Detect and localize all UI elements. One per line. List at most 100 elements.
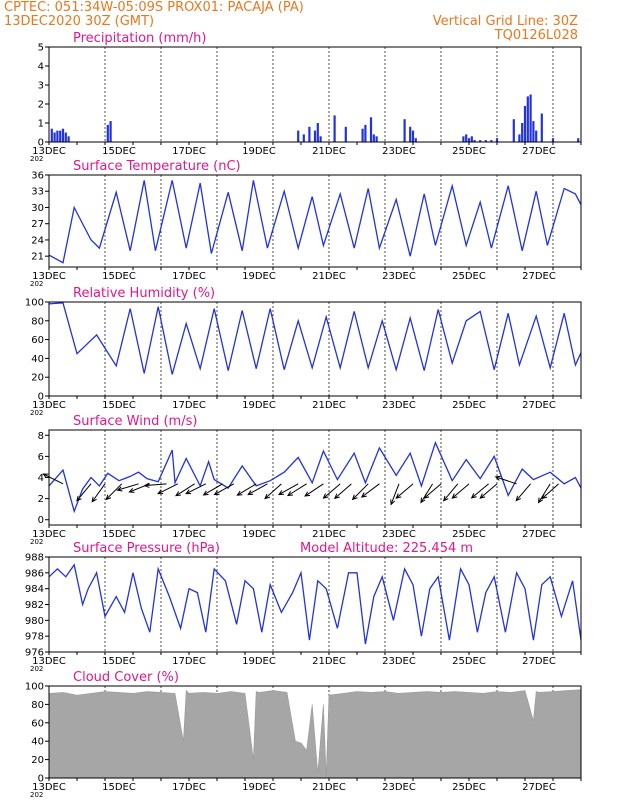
wind-arrow [395,483,414,499]
x-tick-label: 15DEC [102,656,136,667]
y-tick-label: 100 [25,682,44,693]
wind-arrow-head [76,495,82,502]
precip-bar [467,138,471,142]
temperature-line [48,180,582,264]
x-tick-label: 13DEC [32,782,66,793]
y-tick-label: 988 [25,553,44,564]
y-tick-label: 984 [25,584,44,595]
x-tick-label: 23DEC [382,782,416,793]
x-tick-label: 19DEC [242,529,276,540]
x-tick-label: 17DEC [172,400,206,411]
wind-arrow-head [494,475,501,481]
temperature-panel: 21 24 27 30 33 36 13DEC 15DEC 17DEC 19DEC 21DEC 23D… [30,159,582,288]
x-tick-label: 21DEC [312,146,346,157]
panel-title: Precipitation (mm/h) [73,31,206,46]
precip-bar [518,134,521,142]
precip-bar [465,134,468,142]
header-date: 13DEC2020 30Z (GMT) [4,14,154,29]
precip-bar [369,117,373,142]
y-tick-label: 3 [38,81,44,92]
precip-bar [512,119,515,142]
wind-arrow [390,483,400,505]
y-tick-label: 976 [25,648,44,659]
wind-arrow-head [360,492,367,498]
x-tick-label: 23DEC [382,529,416,540]
y-tick-label: 6 [38,452,44,463]
precip-bar [526,96,529,142]
y-tick-label: 40 [31,737,44,748]
y-tick-label: 978 [25,632,44,643]
precip-bar [313,130,317,142]
y-tick-label: 24 [31,235,44,246]
wind-arrow-head [351,494,358,501]
wind-arrow-head [116,486,123,492]
x-tick-label: 23DEC [382,656,416,667]
y-tick-label: 2 [38,494,44,505]
wind-arrow [43,473,64,485]
precip-bar [540,113,543,142]
x-tick-label: 21DEC [312,529,346,540]
precip-bar [64,132,67,142]
y-tick-label: 40 [31,354,44,365]
precip-bar [403,119,406,142]
pressure-line [48,563,582,645]
wind-arrow [334,483,352,499]
y-tick-label: 0 [38,774,44,785]
wind-arrow-head [479,493,486,499]
x-tick-label: 17DEC [172,782,206,793]
precip-bar [319,136,322,142]
wind-arrow-head [236,490,243,496]
wind-arrow-head [277,490,284,496]
panel-title: Relative Humidity (%) [73,286,215,301]
y-tick-label: 80 [31,700,44,711]
x-tick-label: 27DEC [522,656,556,667]
wind-arrow-head [304,491,311,497]
x-tick-label: 27DEC [522,782,556,793]
wind-arrow-head [333,493,340,500]
cloud-area [48,689,582,779]
header-grid-line: Vertical Grid Line: 30Z [433,14,578,29]
x-tick-label: 25DEC [452,529,486,540]
wind-arrow-head [202,490,209,496]
precip-bar [302,134,305,142]
pressure-panel: 976 978 980 982 984 986 988 13DEC 15DEC 17DEC 19DE… [25,541,582,673]
wind-arrow [451,483,470,499]
wind-arrow-head [175,491,182,497]
humidity-line [48,302,582,375]
wind-arrow [479,483,498,499]
wind-arrow-head [515,495,522,502]
header-code: TQ0126L028 [494,28,578,43]
precipitation-panel: 0 1 2 3 4 5 13DEC 15DEC 17DEC 19DEC 21DEC 23DEC 25DE… [30,31,582,163]
wind-arrow [515,483,531,501]
x-tick-label: 25DEC [452,782,486,793]
wind-arrow [423,483,442,499]
wind-arrow [203,483,223,496]
precip-bar [484,140,487,142]
wind-arrow [304,483,324,497]
y-tick-label: 0 [38,515,44,526]
precip-bar [361,128,364,142]
wind-arrow-head [420,497,426,504]
precip-bar [462,136,465,142]
y-tick-label: 100 [25,298,44,309]
precip-bar [532,121,535,142]
precip-bar [344,126,347,142]
x-tick-label: 13DEC [32,271,66,282]
wind-arrow-head [42,473,49,479]
x-tick-label: 23DEC [382,271,416,282]
precip-bar [59,130,62,142]
x-tick-label: 17DEC [172,271,206,282]
wind-arrow [157,483,179,495]
precip-bar [409,126,412,142]
precip-bar [297,130,300,142]
x-tick-label: 27DEC [522,271,556,282]
wind-panel: 0 2 4 6 8 13DEC 15DEC 17DEC 19DEC 21DEC 23DEC 25DEC… [30,414,582,546]
precip-bar [411,130,415,142]
wind-arrow [323,483,341,499]
x-tick-label: 15DEC [102,271,136,282]
x-tick-label: 25DEC [452,656,486,667]
precip-bar [53,132,56,142]
precip-bar [364,124,367,142]
wind-arrow [175,483,195,497]
